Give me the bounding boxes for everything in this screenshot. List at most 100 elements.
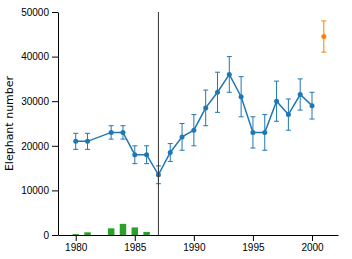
- error-bar-cap: [109, 139, 114, 140]
- error-bar-cap: [239, 116, 244, 117]
- bar: [143, 232, 149, 235]
- error-bar-cap: [262, 114, 267, 115]
- error-bar-cap: [85, 149, 90, 150]
- axis-line: [58, 13, 59, 236]
- tick-label: 50000: [21, 7, 49, 18]
- error-bar: [109, 126, 114, 139]
- error-bar-cap: [227, 92, 232, 93]
- axis-line: [59, 235, 339, 236]
- tick-label: 1990: [183, 242, 206, 253]
- error-bar-cap: [215, 72, 220, 73]
- point: [120, 130, 125, 135]
- error-bar-cap: [215, 112, 220, 113]
- error-bar: [239, 77, 244, 117]
- error-bar-cap: [168, 143, 173, 144]
- tick-mark: [194, 235, 195, 241]
- error-bar-cap: [298, 110, 303, 111]
- point: [250, 130, 255, 135]
- tick: 50000: [21, 7, 58, 18]
- y-axis-label: Elephant number: [3, 75, 16, 171]
- tick: 30000: [21, 96, 58, 107]
- point: [132, 152, 137, 157]
- error-bar-cap: [250, 148, 255, 149]
- tick: 1995: [242, 235, 265, 253]
- error-bar-cap: [132, 163, 137, 164]
- error-bar-cap: [321, 52, 326, 53]
- point: [180, 134, 185, 139]
- bar: [72, 234, 78, 235]
- tick-label: 10000: [21, 185, 49, 196]
- error-bar: [191, 115, 196, 146]
- error-bar-cap: [73, 149, 78, 150]
- tick: 40000: [21, 51, 58, 62]
- error-bar-cap: [286, 98, 291, 99]
- error-bar-cap: [191, 145, 196, 146]
- tick-mark: [52, 57, 58, 58]
- tick-mark: [52, 12, 58, 13]
- error-bar-cap: [286, 130, 291, 131]
- tick: 10000: [21, 185, 58, 196]
- tick-mark: [312, 235, 313, 241]
- error-bar-cap: [73, 133, 78, 134]
- tick: 20000: [21, 141, 58, 152]
- point: [191, 128, 196, 133]
- point: [85, 139, 90, 144]
- bar: [84, 232, 90, 235]
- error-bar-cap: [262, 150, 267, 151]
- error-bar: [73, 133, 78, 149]
- error-bar-cap: [180, 123, 185, 124]
- tick-label: 1980: [65, 242, 88, 253]
- error-bar: [298, 79, 303, 110]
- point: [109, 130, 114, 135]
- tick-mark: [52, 101, 58, 102]
- point: [215, 90, 220, 95]
- tick-label: 40000: [21, 51, 49, 62]
- error-bar-cap: [85, 133, 90, 134]
- bar: [108, 228, 114, 235]
- error-bar: [180, 124, 185, 151]
- plot-area: 1980198519901995200001000020000300004000…: [21, 7, 338, 253]
- tick-mark: [52, 235, 58, 236]
- error-bar: [144, 146, 149, 164]
- error-bar-cap: [298, 78, 303, 79]
- error-bar: [286, 99, 291, 130]
- error-bar: [250, 117, 255, 148]
- marks: [72, 12, 326, 235]
- error-bar: [203, 90, 208, 126]
- x-axis: 19801985199019952000: [59, 235, 339, 253]
- tick-mark: [253, 235, 254, 241]
- error-bar-cap: [274, 121, 279, 122]
- tick: 0: [43, 230, 58, 241]
- series-bar: [72, 224, 149, 235]
- tick-label: 20000: [21, 141, 49, 152]
- point: [239, 94, 244, 99]
- error-bar-cap: [203, 125, 208, 126]
- tick-label: 1995: [242, 242, 265, 253]
- error-bar: [85, 133, 90, 149]
- point: [144, 152, 149, 157]
- error-bar-cap: [168, 161, 173, 162]
- point: [298, 92, 303, 97]
- point: [321, 34, 326, 39]
- error-bar-cap: [180, 150, 185, 151]
- error-bar: [168, 144, 173, 162]
- tick: 1990: [183, 235, 206, 253]
- tick-label: 2000: [301, 242, 324, 253]
- point: [274, 99, 279, 104]
- tick-label: 30000: [21, 96, 49, 107]
- error-bar-cap: [144, 145, 149, 146]
- error-bar-cap: [239, 76, 244, 77]
- error-bar-cap: [109, 125, 114, 126]
- point: [168, 150, 173, 155]
- error-bar: [262, 115, 267, 151]
- tick: 1980: [65, 235, 88, 253]
- error-bar: [321, 21, 326, 52]
- reference-line: [158, 12, 159, 235]
- tick-label: 0: [43, 230, 49, 241]
- chart: 1980198519901995200001000020000300004000…: [0, 0, 352, 259]
- error-bar-cap: [227, 56, 232, 57]
- series-line: [73, 57, 314, 184]
- error-bar-cap: [203, 90, 208, 91]
- error-bar: [215, 72, 220, 112]
- error-bar-cap: [274, 81, 279, 82]
